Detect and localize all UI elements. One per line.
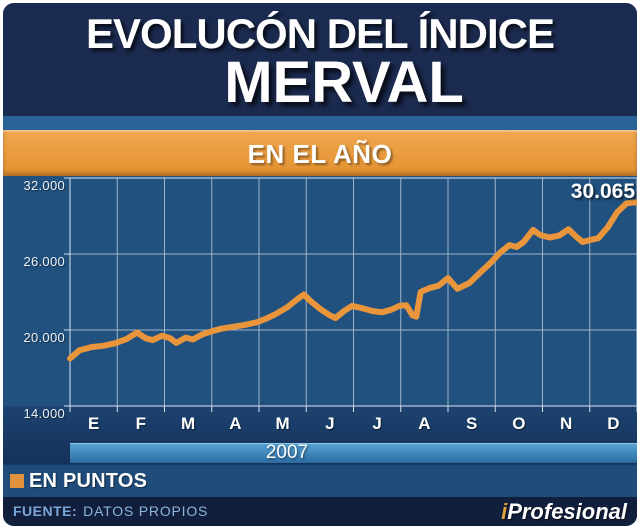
month-label: N — [559, 414, 573, 433]
title-line1: EVOLUCÓN DEL ÍNDICE — [86, 10, 555, 57]
y-axis-label: 32.000 — [23, 178, 65, 193]
month-label: M — [275, 414, 290, 433]
month-label: A — [229, 414, 242, 433]
chart-title: EN EL AÑO — [247, 139, 393, 169]
month-label: S — [465, 414, 478, 433]
y-axis-label: 26.000 — [23, 254, 65, 269]
merval-line-series — [67, 199, 637, 362]
divider-strip — [3, 116, 637, 130]
y-axis-label: 20.000 — [23, 330, 65, 345]
logo-letter-i: i — [501, 498, 508, 524]
month-label: F — [135, 414, 147, 433]
title-line2: MERVAL — [224, 50, 464, 115]
line-chart: 32.000 26.000 20.000 14.000 E F M A M J J A S O N D 30… — [3, 176, 637, 464]
iprofesional-logo: iProfesional — [501, 498, 627, 524]
last-value-label: 30.065 — [570, 180, 635, 203]
header: EVOLUCÓN DEL ÍNDICE MERVAL — [3, 3, 637, 116]
chart-canvas — [64, 177, 637, 412]
legend: EN PUNTOS — [3, 464, 637, 497]
month-label: J — [372, 414, 382, 433]
source-label: FUENTE: — [13, 502, 78, 519]
chart-title-banner: EN EL AÑO — [3, 130, 637, 176]
source-credit: FUENTE: DATOS PROPIOS — [13, 503, 208, 521]
month-label: D — [607, 414, 620, 433]
logo-wordmark: Profesional — [507, 498, 627, 524]
source-value: DATOS PROPIOS — [83, 502, 209, 519]
legend-label: EN PUNTOS — [29, 469, 148, 492]
year-label: 2007 — [265, 442, 309, 463]
month-label: J — [325, 414, 335, 433]
y-axis-label: 14.000 — [23, 406, 65, 421]
infographic-card: EVOLUCÓN DEL ÍNDICE MERVAL EN EL AÑO 32.… — [3, 3, 637, 526]
month-label: M — [181, 414, 196, 433]
month-label: A — [418, 414, 431, 433]
month-label: O — [512, 414, 526, 433]
footer: FUENTE: DATOS PROPIOS iProfesional — [3, 497, 637, 526]
legend-swatch-icon — [10, 474, 24, 488]
year-bar: 2007 — [70, 442, 637, 463]
month-label: E — [87, 414, 100, 433]
